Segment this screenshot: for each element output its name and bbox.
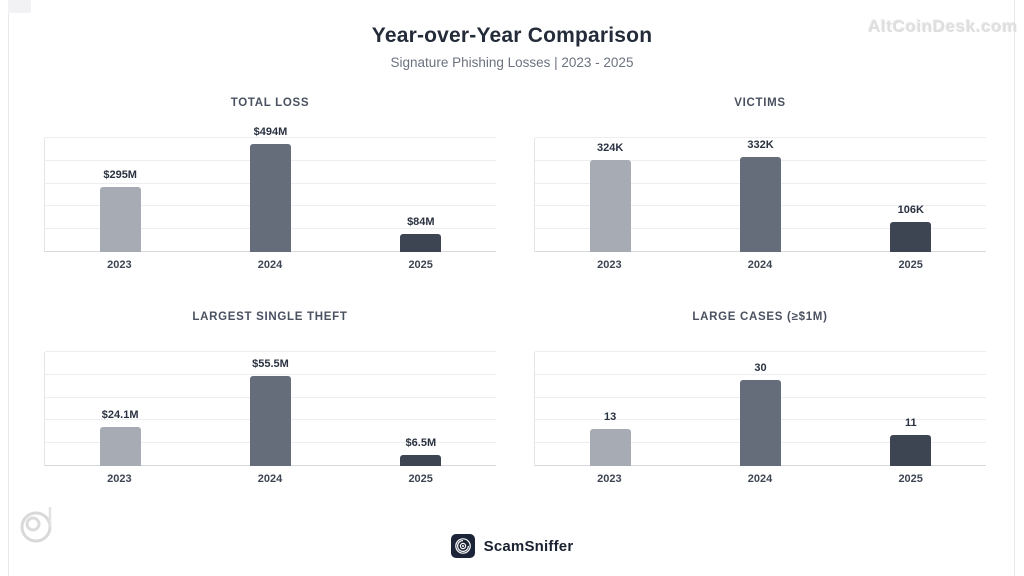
x-axis-label: 2023 (107, 259, 132, 271)
scamsniffer-label: ScamSniffer (483, 537, 574, 555)
gridline (535, 137, 986, 138)
bar-value-label: $55.5M (252, 358, 289, 370)
bar-value-label: 30 (754, 362, 767, 374)
x-axis-labels: 2023 2024 2025 (534, 259, 986, 271)
chart-plot-area: $295M $494M $84M (44, 126, 496, 252)
x-axis-label: 2024 (747, 473, 773, 485)
bar-2025 (400, 455, 442, 466)
chart-plot-area: 13 30 11 (534, 351, 986, 466)
bar-chart: LARGEST SINGLE THEFT $24.1M $55.5M $6.5M 2… (44, 310, 496, 485)
bar-chart: VICTIMS 324K 332K 106K 2023 2024 2025 (534, 96, 986, 271)
x-axis-label: 2024 (747, 259, 773, 271)
bar-value-label: 324K (597, 142, 624, 154)
bar-2023 (589, 429, 631, 466)
right-edge-line (1014, 0, 1015, 576)
bar-value-label: $494M (253, 126, 288, 138)
bar-value-label: $6.5M (405, 437, 437, 449)
x-axis-labels: 2023 2024 2025 (44, 259, 496, 271)
chart-plot-area: 324K 332K 106K (534, 137, 986, 252)
bar-value-label: $84M (407, 216, 435, 228)
circular-logo-watermark (16, 503, 60, 556)
gridline (45, 373, 496, 375)
chart-title: LARGEST SINGLE THEFT (192, 311, 348, 323)
bar-2025 (890, 435, 932, 466)
x-axis-label: 2024 (257, 259, 283, 271)
bar-2025 (400, 234, 442, 252)
chart-plot-area: $24.1M $55.5M $6.5M (44, 351, 496, 466)
gridline (535, 351, 986, 352)
bar-2024 (740, 157, 781, 252)
left-edge-line (8, 0, 9, 576)
x-axis-label: 2025 (898, 473, 923, 485)
bar-value-label: 13 (604, 411, 617, 423)
bar-2024 (250, 144, 291, 252)
bar-2024 (250, 376, 291, 466)
x-axis-label: 2025 (408, 473, 433, 485)
bar-2023 (99, 427, 141, 466)
footer-brand: ScamSniffer (0, 534, 1024, 558)
x-axis-label: 2024 (257, 473, 283, 485)
x-axis-label: 2025 (408, 259, 433, 271)
bar-value-label: 106K (897, 204, 924, 216)
gridline (45, 137, 496, 138)
bar-2025 (890, 222, 932, 252)
bar-chart: LARGE CASES (≥$1M) 13 30 11 2023 2024 2025 (534, 310, 986, 485)
x-axis-labels: 2023 2024 2025 (534, 473, 986, 485)
header: Year-over-Year Comparison Signature Phis… (0, 24, 1024, 70)
top-left-artifact (8, 0, 31, 13)
bar-2024 (740, 380, 781, 466)
x-axis-label: 2023 (597, 259, 622, 271)
x-axis-label: 2025 (898, 259, 923, 271)
x-axis-label: 2023 (597, 473, 622, 485)
gridline (535, 373, 986, 375)
page-subtitle: Signature Phishing Losses | 2023 - 2025 (390, 55, 634, 70)
bar-value-label: $24.1M (101, 409, 139, 421)
bar-2023 (589, 160, 631, 252)
bar-value-label: 332K (747, 139, 774, 151)
bar-value-label: $295M (103, 169, 137, 181)
x-axis-labels: 2023 2024 2025 (44, 473, 496, 485)
chart-title: VICTIMS (734, 97, 786, 109)
bar-2023 (99, 187, 141, 252)
page-title: Year-over-Year Comparison (371, 24, 653, 47)
watermark-altcoindesk: AltCoinDesk.com (868, 17, 1018, 36)
chart-title: TOTAL LOSS (230, 97, 310, 109)
scamsniffer-icon (450, 534, 475, 558)
x-axis-label: 2023 (107, 473, 132, 485)
gridline (45, 351, 496, 352)
chart-title: LARGE CASES (≥$1M) (692, 311, 828, 323)
bar-chart: TOTAL LOSS $295M $494M $84M 2023 2024 2025 (44, 96, 496, 271)
bar-value-label: 11 (905, 417, 917, 429)
